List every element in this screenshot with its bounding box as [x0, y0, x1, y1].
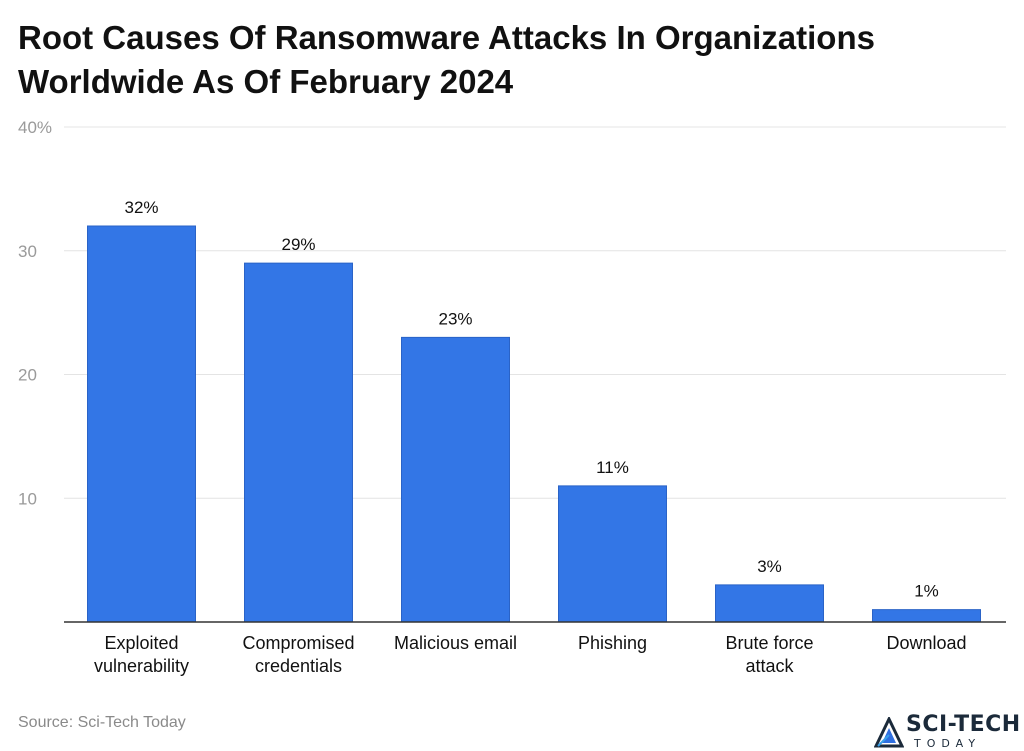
bar	[558, 485, 667, 623]
x-tick-label: Exploited	[104, 633, 178, 653]
x-tick-label: vulnerability	[94, 656, 189, 676]
data-label: 3%	[757, 557, 782, 576]
x-tick-label: Malicious email	[394, 633, 517, 653]
x-tick-label: Phishing	[578, 633, 647, 653]
data-label: 23%	[438, 309, 472, 328]
y-tick-label: 40%	[18, 118, 52, 137]
bars	[87, 225, 981, 623]
bar	[872, 609, 981, 623]
y-tick-label: 30	[18, 242, 37, 261]
bar	[715, 584, 824, 623]
gridlines	[64, 126, 1006, 499]
data-label: 11%	[596, 458, 629, 477]
sci-tech-today-logo: SCI-TECH TODAY	[874, 712, 1021, 750]
data-labels: 32% 29% 23% 11% 3% 1%	[124, 198, 938, 601]
data-label: 1%	[914, 582, 939, 601]
bar	[87, 225, 196, 623]
data-label: 29%	[281, 235, 315, 254]
y-axis-tick-labels: 10 20 30 40%	[18, 118, 52, 508]
logo-tagline: TODAY	[914, 737, 982, 750]
y-tick-label: 20	[18, 366, 37, 385]
logo-triangle-icon	[874, 717, 904, 748]
source-note: Source: Sci-Tech Today	[18, 714, 186, 731]
x-tick-label: Download	[886, 633, 966, 653]
logo-name: SCI-TECH	[906, 712, 1021, 737]
x-tick-label: Brute force	[725, 633, 813, 653]
bar	[244, 262, 353, 623]
chart-title: Root Causes Of Ransomware Attacks In Org…	[18, 19, 875, 100]
x-tick-label: Compromised	[242, 633, 354, 653]
data-label: 32%	[124, 198, 158, 217]
x-tick-label: credentials	[255, 656, 342, 676]
x-tick-label: attack	[745, 656, 794, 676]
y-tick-label: 10	[18, 489, 37, 508]
x-axis-tick-labels: Exploited vulnerability Compromised credent…	[94, 633, 967, 676]
bar	[401, 336, 510, 623]
